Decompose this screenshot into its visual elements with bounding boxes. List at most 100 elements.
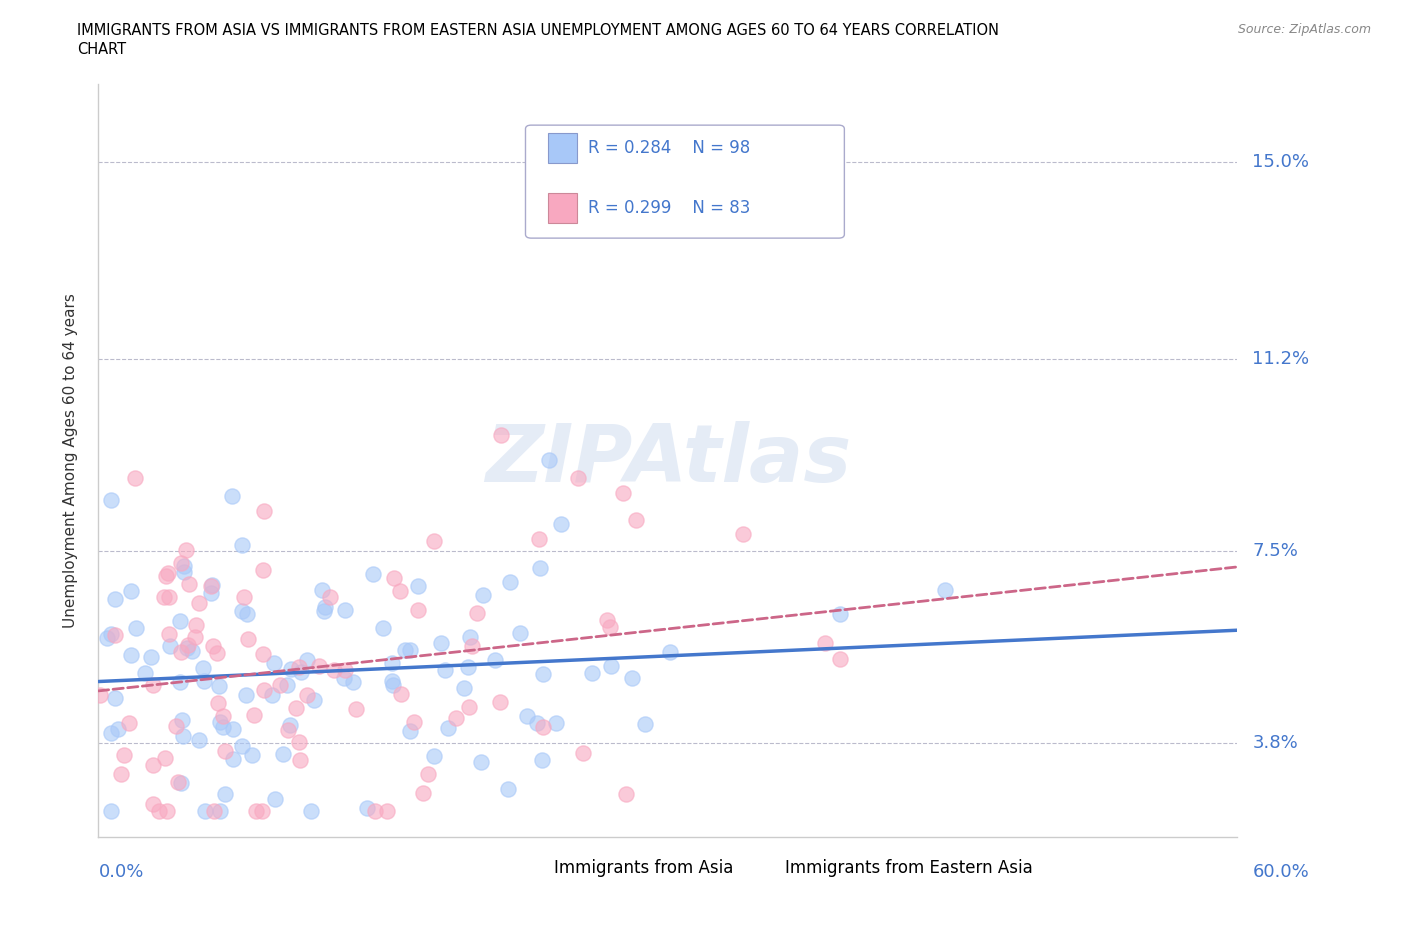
- Point: [276, 677, 298, 692]
- Point: [250, 804, 273, 818]
- Point: [318, 590, 340, 604]
- Point: [496, 781, 519, 796]
- Point: [173, 559, 195, 574]
- Point: [253, 683, 276, 698]
- Text: ZIPAtlas: ZIPAtlas: [485, 421, 851, 499]
- Point: [194, 804, 217, 818]
- Point: [221, 489, 243, 504]
- Point: [412, 785, 434, 800]
- Text: CHART: CHART: [77, 42, 127, 57]
- Point: [112, 748, 135, 763]
- Point: [100, 804, 122, 818]
- Point: [252, 646, 274, 661]
- Point: [394, 643, 416, 658]
- Point: [567, 471, 589, 485]
- Point: [302, 693, 325, 708]
- Point: [444, 711, 467, 725]
- Point: [460, 638, 482, 653]
- Point: [288, 753, 311, 768]
- Point: [96, 631, 118, 645]
- Point: [180, 644, 202, 658]
- Point: [423, 748, 446, 763]
- Point: [470, 754, 492, 769]
- Point: [142, 796, 165, 811]
- Point: [388, 583, 411, 598]
- Point: [208, 804, 231, 818]
- Point: [284, 700, 307, 715]
- Point: [457, 659, 479, 674]
- Point: [191, 660, 214, 675]
- Point: [264, 791, 287, 806]
- Point: [100, 492, 122, 507]
- Point: [814, 635, 837, 650]
- Point: [658, 644, 681, 659]
- Point: [356, 801, 378, 816]
- Point: [124, 471, 146, 485]
- Point: [211, 720, 233, 735]
- Point: [404, 714, 426, 729]
- Point: [236, 631, 259, 646]
- Point: [231, 538, 253, 552]
- Point: [297, 653, 319, 668]
- Point: [509, 626, 531, 641]
- Point: [373, 620, 395, 635]
- Point: [733, 527, 755, 542]
- Point: [134, 666, 156, 681]
- FancyBboxPatch shape: [526, 126, 845, 238]
- Point: [152, 590, 174, 604]
- Point: [934, 583, 956, 598]
- Point: [139, 650, 162, 665]
- Point: [571, 745, 593, 760]
- Point: [120, 584, 142, 599]
- Point: [828, 606, 851, 621]
- Point: [458, 630, 481, 644]
- Point: [125, 621, 148, 636]
- Point: [201, 638, 224, 653]
- Point: [231, 738, 253, 753]
- Point: [200, 585, 222, 600]
- Point: [188, 733, 211, 748]
- Point: [165, 719, 187, 734]
- Point: [531, 719, 554, 734]
- Point: [333, 603, 356, 618]
- Point: [453, 680, 475, 695]
- Point: [364, 804, 387, 818]
- Point: [361, 566, 384, 581]
- Point: [616, 787, 638, 802]
- Point: [624, 512, 647, 527]
- Point: [169, 555, 191, 570]
- Point: [278, 718, 301, 733]
- Point: [157, 565, 180, 580]
- Point: [156, 804, 179, 818]
- Point: [398, 643, 420, 658]
- Point: [169, 614, 191, 629]
- Point: [201, 578, 224, 592]
- Point: [104, 690, 127, 705]
- Point: [488, 695, 510, 710]
- Point: [491, 428, 513, 443]
- FancyBboxPatch shape: [742, 854, 776, 883]
- Point: [301, 804, 323, 818]
- Point: [173, 565, 195, 579]
- Point: [159, 638, 181, 653]
- Point: [344, 701, 367, 716]
- Text: IMMIGRANTS FROM ASIA VS IMMIGRANTS FROM EASTERN ASIA UNEMPLOYMENT AMONG AGES 60 : IMMIGRANTS FROM ASIA VS IMMIGRANTS FROM …: [77, 23, 1000, 38]
- Point: [205, 645, 228, 660]
- Point: [408, 578, 430, 593]
- Point: [155, 568, 177, 583]
- Point: [273, 747, 295, 762]
- Point: [208, 679, 231, 694]
- Text: 0.0%: 0.0%: [98, 863, 143, 881]
- Point: [527, 532, 550, 547]
- Point: [172, 728, 194, 743]
- Point: [596, 613, 619, 628]
- Point: [516, 709, 538, 724]
- Point: [100, 627, 122, 642]
- Point: [434, 662, 457, 677]
- Point: [157, 589, 180, 604]
- Point: [280, 661, 302, 676]
- Point: [214, 787, 236, 802]
- Point: [323, 663, 346, 678]
- Point: [200, 578, 222, 593]
- Point: [169, 675, 191, 690]
